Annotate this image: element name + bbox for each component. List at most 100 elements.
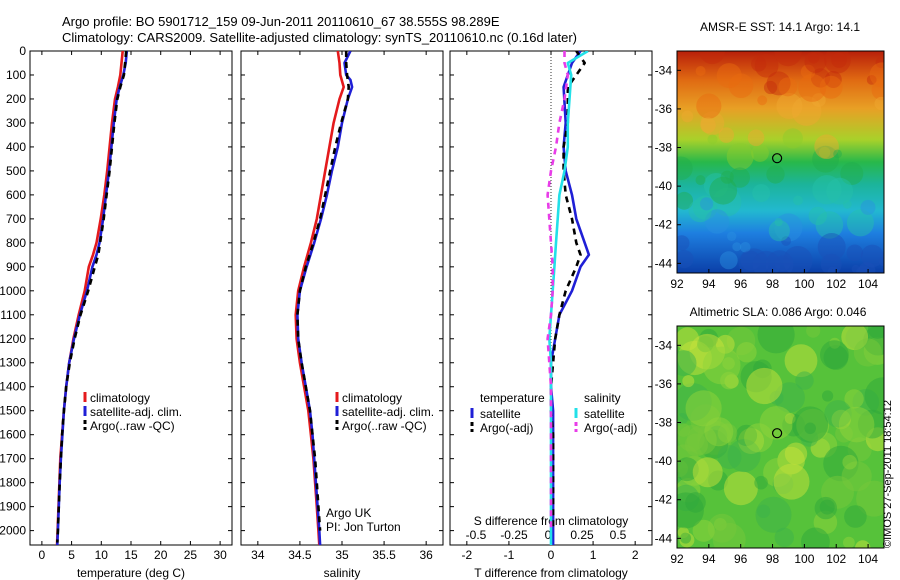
sst-texture-blob [798, 73, 827, 102]
sst-texture-blob [719, 251, 738, 270]
float-location-marker [771, 428, 783, 439]
map-y-tick-label: -34 [655, 63, 673, 77]
y-tick-label: 300 [6, 116, 26, 130]
y-tick-label: 1900 [0, 500, 26, 514]
sla-texture-blob [692, 519, 715, 542]
x-tick-label: -2 [461, 548, 472, 562]
sst-texture-blob [774, 255, 791, 271]
sst-texture-blob [700, 197, 714, 211]
sst-map: 92 94 96 98 100 102 104 -34 -36 -38 -40 -42 -44 [655, 50, 885, 291]
sst-texture-blob [696, 93, 722, 119]
sst-texture-blob [808, 206, 827, 226]
sla-texture-blob [791, 406, 829, 443]
sst-texture-blob [860, 199, 876, 215]
map-x-tick-label: 92 [670, 552, 684, 566]
sst-texture-blob [677, 250, 694, 269]
map-y-tick-label: -44 [655, 256, 673, 270]
satellite-adj-clim-legend-label: satellite-adj. clim. [90, 405, 182, 419]
sst-texture-blob [720, 170, 734, 184]
sst-texture-blob [727, 231, 737, 241]
sst-texture-blob [740, 242, 751, 253]
map-y-tick-label: -40 [655, 454, 673, 468]
sst-map-title: AMSR-E SST: 14.1 Argo: 14.1 [700, 20, 860, 34]
sst-texture-blob [819, 146, 831, 159]
sst-texture-blob [831, 52, 847, 68]
sst-texture-blob [800, 64, 816, 80]
sla-map-axes: 92 94 96 98 100 102 104 -34 -36 -38 -40 -42 -44 [655, 338, 879, 566]
sla-texture-blob [853, 338, 883, 367]
salinity-satellite-legend-label: satellite [584, 407, 625, 421]
x-tick-label: 15 [124, 548, 138, 562]
sst-texture-blob [781, 236, 791, 246]
sst-texture-blob [858, 262, 876, 273]
sla-texture-blob [774, 382, 805, 413]
sst-texture-blob [747, 129, 765, 147]
sst-texture-blob [766, 71, 791, 96]
sst-texture-blob [878, 256, 884, 267]
sst-map-texture [677, 51, 884, 273]
sla-texture-blob [712, 522, 746, 548]
sst-texture-blob [677, 191, 694, 210]
map-y-tick-label: -38 [655, 416, 673, 430]
y-tick-label: 600 [6, 188, 26, 202]
argo-raw-qc-legend-label: Argo(..raw -QC) [90, 419, 175, 433]
sst-texture-blob [874, 96, 884, 111]
sla-texture-blob [685, 390, 722, 427]
sst-texture-blob [791, 96, 822, 126]
sst-texture-blob [751, 56, 767, 72]
sst-texture-blob [677, 156, 693, 181]
sst-texture-blob [866, 75, 877, 85]
sst-texture-blob [768, 220, 790, 242]
sst-texture-blob [776, 93, 803, 119]
sst-texture-blob [812, 145, 839, 173]
salinity-diff-tick-label: -0.5 [466, 528, 487, 542]
difference-series [546, 51, 591, 545]
sst-texture-blob [778, 77, 798, 97]
y-tick-label: 0 [19, 44, 26, 58]
sst-texture-blob [726, 143, 754, 171]
sla-texture-blob [697, 335, 714, 353]
sst-texture-blob [820, 253, 842, 273]
sst-texture-blob [860, 244, 884, 268]
satellite-adj-clim-legend-label: satellite-adj. clim. [342, 405, 434, 419]
sst-texture-blob [808, 52, 820, 64]
map-x-tick-label: 102 [826, 277, 846, 291]
sst-texture-blob [774, 51, 802, 67]
map-y-tick-label: -42 [655, 493, 673, 507]
map-x-tick-label: 104 [858, 552, 878, 566]
sla-texture-blob [685, 492, 706, 513]
y-tick-label: 1400 [0, 380, 26, 394]
x-tick-label: 30 [213, 548, 227, 562]
sst-texture-blob [709, 176, 738, 205]
sla-texture-blob [822, 390, 834, 402]
sla-texture-blob [720, 371, 738, 390]
x-tick-label: 35.5 [372, 548, 396, 562]
sla-texture-blob [819, 499, 835, 515]
y-tick-label: 200 [6, 92, 26, 106]
sla-texture-blob [820, 340, 849, 370]
sla-map-frame [676, 325, 885, 549]
float-location-marker [771, 153, 783, 164]
y-tick-label: 2000 [0, 524, 26, 538]
sst-texture-blob [819, 75, 843, 99]
y-tick-label: 1600 [0, 428, 26, 442]
map-x-tick-label: 96 [734, 277, 748, 291]
temperature-series [55, 51, 129, 545]
y-tick-label: 400 [6, 140, 26, 154]
sst-texture-blob [856, 265, 871, 273]
map-x-tick-label: 98 [766, 277, 780, 291]
x-tick-label: 0 [39, 548, 46, 562]
sla-texture-blob [784, 344, 818, 378]
sst-texture-blob [811, 93, 826, 108]
sla-texture-blob [842, 454, 857, 470]
sla-texture-blob [855, 540, 871, 548]
sst-texture-blob [754, 53, 779, 78]
argo-raw-qc-line [296, 51, 351, 531]
sst-texture-blob [871, 79, 884, 101]
y-tick-label: 1500 [0, 404, 26, 418]
sst-texture-blob [752, 184, 771, 203]
y-tick-label: 100 [6, 68, 26, 82]
sst-texture-blob [804, 51, 827, 73]
salinity-diff-tick-label: 0 [545, 528, 552, 542]
